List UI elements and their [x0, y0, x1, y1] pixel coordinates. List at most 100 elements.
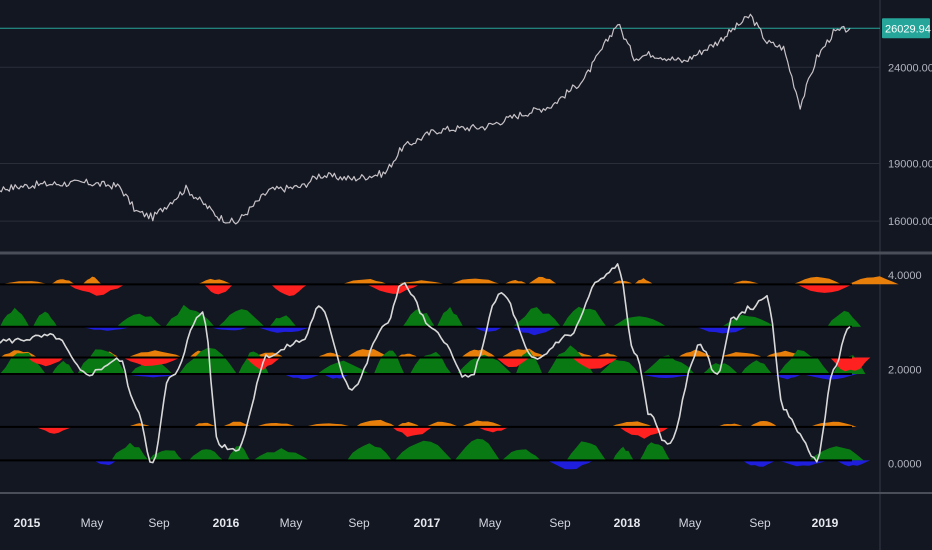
time-axis-label: 2019: [812, 516, 839, 530]
osc-band-segment: [80, 326, 135, 331]
last-price-badge: 26029.94: [882, 18, 931, 39]
osc-band-segment: [503, 280, 528, 285]
osc-band-segment: [802, 374, 858, 380]
osc-band-segment: [130, 359, 173, 374]
osc-band-segment: [612, 446, 634, 461]
osc-band-segment: [50, 279, 76, 285]
osc-band-segment: [566, 441, 606, 461]
osc-band-segment: [165, 304, 215, 327]
osc-band-segment: [0, 307, 30, 327]
osc-band-segment: [391, 426, 433, 437]
osc-band-segment: [595, 352, 620, 358]
osc-tick-label: 0.0000: [888, 459, 922, 471]
osc-line: [0, 263, 851, 464]
osc-band-segment: [809, 421, 857, 427]
osc-band-segment: [218, 309, 265, 327]
osc-band-segment: [639, 442, 670, 461]
osc-band-segment: [271, 284, 308, 296]
osc-band-segment: [749, 421, 778, 427]
osc-band-segment: [456, 354, 512, 374]
osc-band-segment: [436, 306, 464, 327]
time-axis-label: May: [679, 516, 702, 530]
osc-tick-label: 4.0000: [888, 270, 922, 282]
osc-band-segment: [197, 278, 233, 285]
time-axis-label: 2017: [414, 516, 441, 530]
osc-band-segment: [77, 349, 126, 374]
time-axis-label: Sep: [749, 516, 771, 530]
osc-band-segment: [179, 347, 237, 374]
osc-band-segment: [742, 460, 776, 467]
time-axis-label: 2015: [14, 516, 41, 530]
time-axis-label: 2018: [614, 516, 641, 530]
osc-band-segment: [317, 360, 370, 374]
osc-band-segment: [740, 360, 772, 374]
osc-band-segment: [116, 313, 163, 327]
price-tick-label: 24000.00: [888, 62, 932, 74]
time-axis-label: May: [479, 516, 502, 530]
osc-band-segment: [111, 442, 149, 461]
osc-band-segment: [269, 315, 297, 327]
osc-band-segment: [848, 276, 899, 285]
time-axis-label: 2016: [213, 516, 240, 530]
osc-band-1: [68, 284, 853, 296]
osc-band-segment: [476, 426, 510, 433]
osc-band-segment: [808, 446, 864, 461]
osc-band-segment: [94, 460, 117, 466]
osc-band-segment: [496, 357, 530, 367]
osc-band-segment: [835, 460, 871, 467]
osc-band-segment: [402, 308, 435, 327]
time-axis-label: Sep: [148, 516, 170, 530]
price-series-line: [0, 13, 851, 225]
osc-band-10: [111, 438, 864, 461]
osc-band-segment: [612, 316, 667, 327]
osc-band-segment: [473, 326, 503, 332]
osc-band-segment: [222, 421, 252, 427]
osc-band-segment: [82, 276, 102, 285]
osc-band-segment: [513, 307, 561, 327]
osc-band-segment: [355, 419, 396, 427]
last-price-label: 26029.94: [885, 23, 931, 35]
osc-band-segment: [721, 314, 775, 327]
time-axis-label: Sep: [348, 516, 370, 530]
last-price-badge-box: [882, 18, 930, 39]
osc-band-segment: [27, 357, 64, 367]
price-tick-label: 19000.00: [888, 158, 932, 170]
osc-band-segment: [778, 349, 830, 374]
osc-band-segment: [346, 349, 390, 358]
time-axis-label: Sep: [549, 516, 571, 530]
osc-band-segment: [127, 350, 183, 358]
osc-band-segment: [527, 276, 558, 285]
osc-band-segment: [796, 284, 853, 293]
osc-band-segment: [425, 421, 459, 427]
osc-band-segment: [347, 443, 392, 461]
osc-band-segment: [792, 276, 842, 285]
osc-band-9: [35, 426, 670, 439]
osc-band-segment: [695, 326, 749, 334]
osc-band-segment: [253, 448, 310, 461]
osc-band-segment: [51, 360, 75, 374]
osc-band-segment: [633, 278, 654, 285]
osc-band-segment: [572, 357, 619, 369]
osc-band-segment: [719, 352, 765, 358]
osc-band-2: [0, 304, 862, 327]
osc-band-segment: [562, 306, 607, 327]
osc-band-segment: [148, 450, 183, 461]
osc-band-segment: [449, 278, 502, 285]
osc-band-segment: [394, 440, 453, 461]
osc-band-segment: [68, 284, 125, 296]
osc-band-segment: [515, 349, 543, 374]
osc-band-segment: [827, 310, 862, 327]
osc-band-segment: [642, 355, 695, 374]
osc-band-segment: [772, 374, 802, 380]
osc-band-segment: [341, 279, 388, 285]
osc-band-segment: [547, 345, 594, 374]
osc-band-segment: [547, 460, 594, 470]
osc-band-segment: [598, 359, 640, 374]
time-axis-label: May: [280, 516, 303, 530]
osc-band-segment: [830, 357, 871, 372]
osc-band-segment: [460, 420, 504, 427]
osc-band-segment: [501, 449, 541, 461]
